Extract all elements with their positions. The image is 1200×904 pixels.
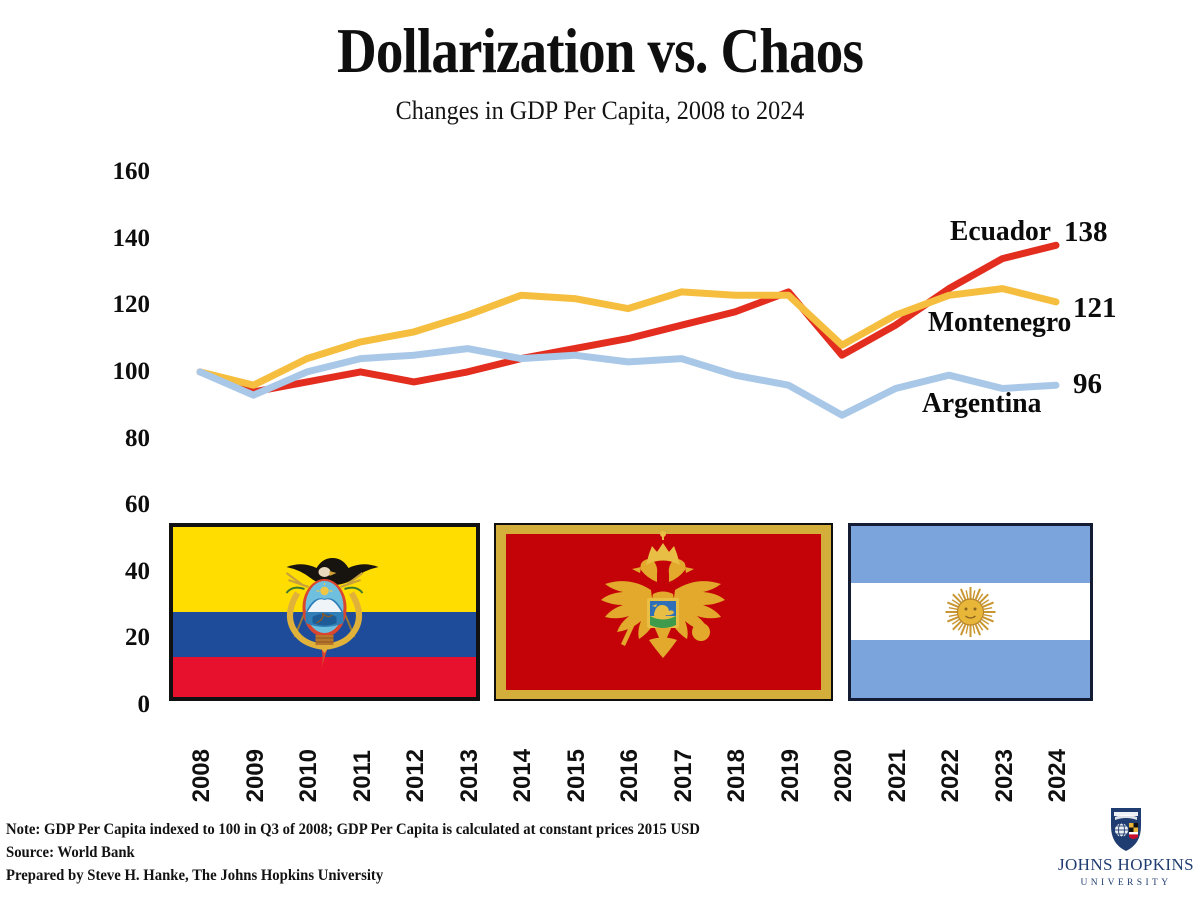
y-axis-tick: 40 <box>125 557 150 585</box>
series-label-argentina: Argentina <box>922 387 1042 419</box>
y-axis-tick: 60 <box>125 491 150 519</box>
flag-ecuador <box>169 523 480 701</box>
x-axis-tick: 2021 <box>883 748 911 802</box>
series-end-value-argentina: 96 <box>1073 368 1102 400</box>
footer: Note: GDP Per Capita indexed to 100 in Q… <box>6 818 906 887</box>
x-axis-tick: 2019 <box>776 748 804 802</box>
x-axis-tick: 2017 <box>669 748 697 802</box>
flag-montenegro <box>494 523 833 701</box>
shield-icon <box>1111 808 1141 851</box>
page-title: Dollarization vs. Chaos <box>336 15 864 86</box>
y-axis-tick: 80 <box>125 424 150 452</box>
series-end-value-ecuador: 138 <box>1064 216 1108 248</box>
y-axis: 160 140 120 100 80 60 40 20 0 <box>90 0 151 899</box>
y-axis-tick: 120 <box>112 291 151 319</box>
x-axis-tick: 2023 <box>990 748 1018 802</box>
series-label-ecuador: Ecuador <box>950 215 1052 247</box>
x-axis-tick: 2010 <box>295 748 322 802</box>
footer-note: Note: GDP Per Capita indexed to 100 in Q… <box>6 821 700 838</box>
x-axis-tick: 2024 <box>1044 748 1071 802</box>
x-axis-tick: 2018 <box>723 748 750 802</box>
y-axis-tick: 140 <box>112 224 151 252</box>
logo-wordmark: JOHNS HOPKINS <box>1058 855 1194 874</box>
x-axis: 2008 2009 2010 2011 2012 2013 2014 2015 2016 2017… <box>0 714 1200 802</box>
y-axis-tick: 20 <box>125 624 150 652</box>
x-axis-tick: 2009 <box>241 748 269 802</box>
page-subtitle: Changes in GDP Per Capita, 2008 to 2024 <box>395 96 805 125</box>
series-line-ecuador <box>196 241 1060 396</box>
footer-prepared: Prepared by Steve H. Hanke, The Johns Ho… <box>6 867 384 884</box>
series-end-value-montenegro: 121 <box>1073 292 1117 324</box>
x-axis-tick: 2014 <box>509 748 536 802</box>
series-line-montenegro <box>196 285 1060 389</box>
logo-subwordmark: UNIVERSITY <box>1081 878 1172 888</box>
johns-hopkins-logo: JOHNS HOPKINS UNIVERSITY <box>1058 806 1194 892</box>
x-axis-tick: 2013 <box>455 748 483 802</box>
flag-argentina <box>848 523 1093 701</box>
series-line-argentina <box>196 345 1060 419</box>
y-axis-tick: 160 <box>112 158 151 185</box>
x-axis-tick: 2016 <box>616 748 643 802</box>
x-axis-tick: 2022 <box>937 748 964 802</box>
x-axis-tick: 2015 <box>562 748 590 802</box>
x-axis-tick: 2012 <box>402 748 429 802</box>
series-label-montenegro: Montenegro <box>928 306 1072 338</box>
x-axis-tick: 2008 <box>188 748 215 802</box>
footer-source: Source: World Bank <box>6 844 135 861</box>
x-axis-tick: 2020 <box>830 748 857 802</box>
x-axis-tick: 2011 <box>348 749 376 802</box>
y-axis-tick: 100 <box>112 357 151 385</box>
y-axis-tick: 0 <box>137 691 151 718</box>
